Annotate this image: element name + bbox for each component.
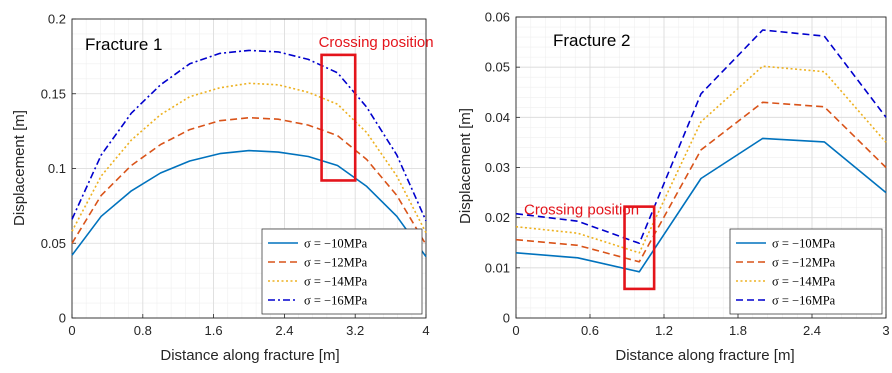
legend-entry-3: σ = −14MPa	[772, 275, 836, 289]
series-line-2	[515, 101, 887, 263]
chart-fracture-1: Displacement [m] Distance along fracture…	[11, 12, 434, 365]
crossing-position-box	[320, 53, 357, 182]
y-tick-label: 0.06	[485, 10, 510, 25]
x-tick-label: 3.2	[346, 323, 364, 338]
y-tick-label: 0.01	[485, 260, 510, 275]
crossing-position-box	[623, 205, 656, 291]
series-line-1	[515, 137, 887, 273]
x-tick-label: 0	[68, 323, 75, 338]
x-tick-label: 1.2	[655, 323, 673, 338]
x-tick-label: 0	[512, 323, 519, 338]
x-tick-label: 2.4	[275, 323, 293, 338]
y-tick-label: 0.05	[41, 236, 66, 251]
crossing-position-label: Crossing position	[524, 202, 639, 219]
legend-entry-1: σ = −10MPa	[304, 237, 368, 251]
legend-entry-3: σ = −14MPa	[304, 275, 368, 289]
legend-entry-4: σ = −16MPa	[772, 294, 836, 308]
ylabel-fracture-2: Displacement [m]	[457, 108, 474, 224]
series-line-2	[71, 116, 427, 246]
xlabel-fracture-1: Distance along fracture [m]	[160, 347, 339, 364]
xlabel-fracture-2: Distance along fracture [m]	[615, 347, 794, 364]
y-tick-label: 0	[503, 311, 510, 326]
legend: σ = −10MPa σ = −12MPa σ = −14MPa σ = −16MPa	[261, 228, 423, 315]
legend-entry-2: σ = −12MPa	[772, 256, 836, 270]
y-tick-label: 0.2	[48, 12, 66, 27]
chart-title: Fracture 1	[85, 35, 162, 54]
y-tick-label: 0	[59, 311, 66, 326]
ylabel-fracture-1: Displacement [m]	[11, 110, 28, 226]
legend: σ = −10MPa σ = −12MPa σ = −14MPa σ = −16MPa	[729, 228, 883, 315]
x-tick-label: 0.8	[134, 323, 152, 338]
x-tick-label: 4	[422, 323, 429, 338]
x-tick-label: 1.8	[729, 323, 747, 338]
y-tick-label: 0.15	[41, 86, 66, 101]
chart-fracture-2: Displacement [m] Distance along fracture…	[457, 10, 890, 365]
series-line-3	[515, 65, 887, 254]
series-line-4	[71, 49, 427, 222]
y-tick-label: 0.05	[485, 60, 510, 75]
y-tick-label: 0.03	[485, 160, 510, 175]
x-tick-label: 1.6	[205, 323, 223, 338]
y-tick-label: 0.04	[485, 110, 510, 125]
legend-entry-4: σ = −16MPa	[304, 294, 368, 308]
series-line-4	[515, 29, 887, 245]
chart-title: Fracture 2	[553, 31, 630, 50]
legend-entry-1: σ = −10MPa	[772, 237, 836, 251]
y-tick-label: 0.02	[485, 210, 510, 225]
crossing-position-label: Crossing position	[319, 34, 434, 51]
y-tick-label: 0.1	[48, 161, 66, 176]
x-tick-label: 0.6	[581, 323, 599, 338]
legend-entry-2: σ = −12MPa	[304, 256, 368, 270]
x-tick-label: 2.4	[803, 323, 821, 338]
x-tick-label: 3	[882, 323, 889, 338]
series-line-1	[71, 149, 427, 258]
series-line-3	[71, 82, 427, 234]
